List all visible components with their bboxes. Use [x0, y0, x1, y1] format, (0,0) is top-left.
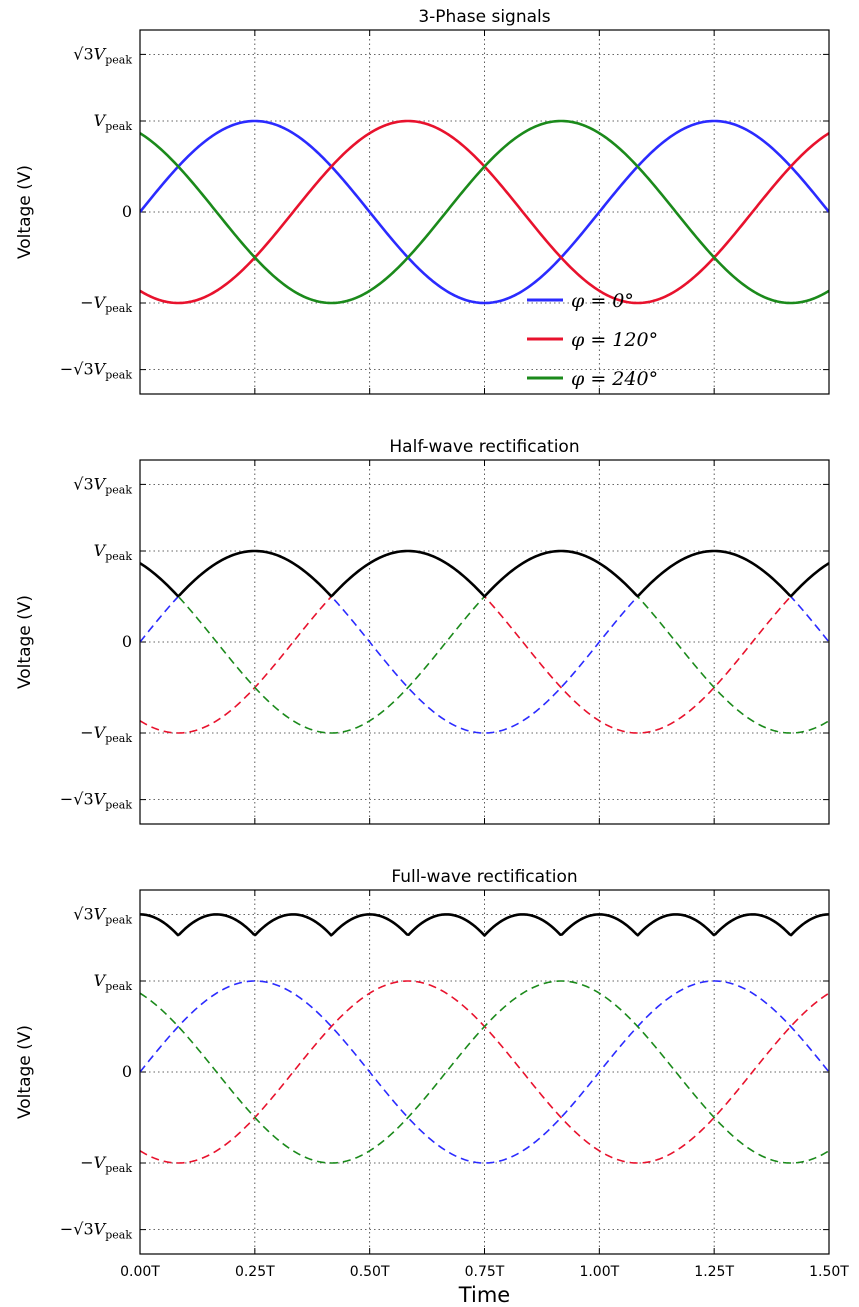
y-axis-label: Voltage (V) [15, 165, 35, 259]
x-axis-label: Time [458, 1283, 510, 1307]
y-tick-sub: peak [105, 1229, 132, 1242]
series-line-phase-240 [140, 980, 829, 1164]
y-tick-var: V [94, 904, 107, 923]
y-tick-root: √3 [73, 790, 93, 809]
y-tick-var: V [94, 790, 107, 809]
y-tick-var: V [94, 474, 107, 493]
chart-title: 3-Phase signals [418, 7, 550, 27]
y-tick-var: V [94, 541, 107, 560]
y-tick-label: Vpeak [94, 971, 133, 993]
y-tick-sub: peak [105, 53, 132, 66]
y-tick-label: Vpeak [94, 111, 133, 133]
series-line-phase-0 [140, 119, 829, 305]
y-tick-var: V [94, 293, 107, 312]
series-line-phase-0 [140, 980, 829, 1164]
y-tick-sign: − [60, 360, 73, 379]
y-tick-sub: peak [105, 120, 132, 133]
series-group [140, 913, 829, 1164]
y-axis-label: Voltage (V) [15, 595, 35, 689]
y-tick-label: √3Vpeak [73, 44, 132, 66]
y-tick-label: −√3Vpeak [60, 1220, 132, 1242]
plot-frame [139, 459, 830, 825]
legend-label: φ = 120° [571, 329, 658, 351]
y-tick-var: V [94, 1153, 107, 1172]
series-line-rectified [140, 549, 829, 598]
chart-title: Full-wave rectification [391, 867, 577, 887]
x-tick-label: 0.75T [465, 1264, 505, 1280]
chart-title: Half-wave rectification [389, 437, 579, 457]
y-tick-root: √3 [73, 904, 93, 923]
y-tick-sub: peak [105, 732, 132, 745]
y-tick-label: −√3Vpeak [60, 360, 132, 382]
y-tick-var: V [94, 1220, 107, 1239]
y-axis-label: Voltage (V) [15, 1025, 35, 1119]
x-tick-label: 1.50T [809, 1264, 849, 1280]
y-tick-root: √3 [73, 44, 93, 63]
y-tick-sign: − [60, 790, 73, 809]
legend-label: φ = 240° [571, 368, 658, 390]
y-tick-var: 0 [122, 632, 132, 651]
y-tick-label: −√3Vpeak [60, 790, 132, 812]
y-tick-sub: peak [105, 980, 132, 993]
x-tick-label: 0.25T [235, 1264, 275, 1280]
x-tick-label: 1.25T [694, 1264, 734, 1280]
y-tick-label: −Vpeak [80, 293, 132, 315]
y-tick-var: 0 [122, 202, 132, 221]
series-group [140, 119, 829, 305]
plot-frame [139, 29, 830, 395]
y-tick-label: √3Vpeak [73, 904, 132, 926]
y-tick-var: V [94, 360, 107, 379]
y-tick-sub: peak [105, 799, 132, 812]
series-line-rectified [140, 913, 829, 937]
y-tick-label: −Vpeak [80, 723, 132, 745]
y-tick-var: V [94, 44, 107, 63]
y-tick-label: 0 [122, 1062, 132, 1081]
series-group [140, 549, 829, 734]
y-tick-label: √3Vpeak [73, 474, 132, 496]
y-tick-sub: peak [105, 913, 132, 926]
legend-label: φ = 0° [571, 290, 634, 312]
legend: φ = 0° φ = 120° φ = 240° [527, 290, 658, 390]
y-tick-sign: − [80, 1153, 93, 1172]
y-tick-sub: peak [105, 1162, 132, 1175]
y-tick-sub: peak [105, 369, 132, 382]
y-tick-sign: − [60, 1220, 73, 1239]
y-tick-sub: peak [105, 302, 132, 315]
series-line-phase-240 [140, 119, 829, 305]
y-tick-sub: peak [105, 483, 132, 496]
x-tick-label: 0.50T [350, 1264, 390, 1280]
y-tick-root: √3 [73, 360, 93, 379]
y-tick-label: 0 [122, 632, 132, 651]
y-tick-label: 0 [122, 202, 132, 221]
y-tick-var: V [94, 111, 107, 130]
y-tick-var: 0 [122, 1062, 132, 1081]
y-tick-sign: − [80, 723, 93, 742]
plot-frame [139, 889, 830, 1255]
x-tick-label: 1.00T [579, 1264, 619, 1280]
y-tick-sign: − [80, 293, 93, 312]
y-tick-root: √3 [73, 474, 93, 493]
y-tick-var: V [94, 971, 107, 990]
y-tick-var: V [94, 723, 107, 742]
y-tick-sub: peak [105, 550, 132, 563]
y-tick-root: √3 [73, 1220, 93, 1239]
y-tick-label: Vpeak [94, 541, 133, 563]
x-tick-label: 0.00T [120, 1264, 160, 1280]
y-tick-label: −Vpeak [80, 1153, 132, 1175]
